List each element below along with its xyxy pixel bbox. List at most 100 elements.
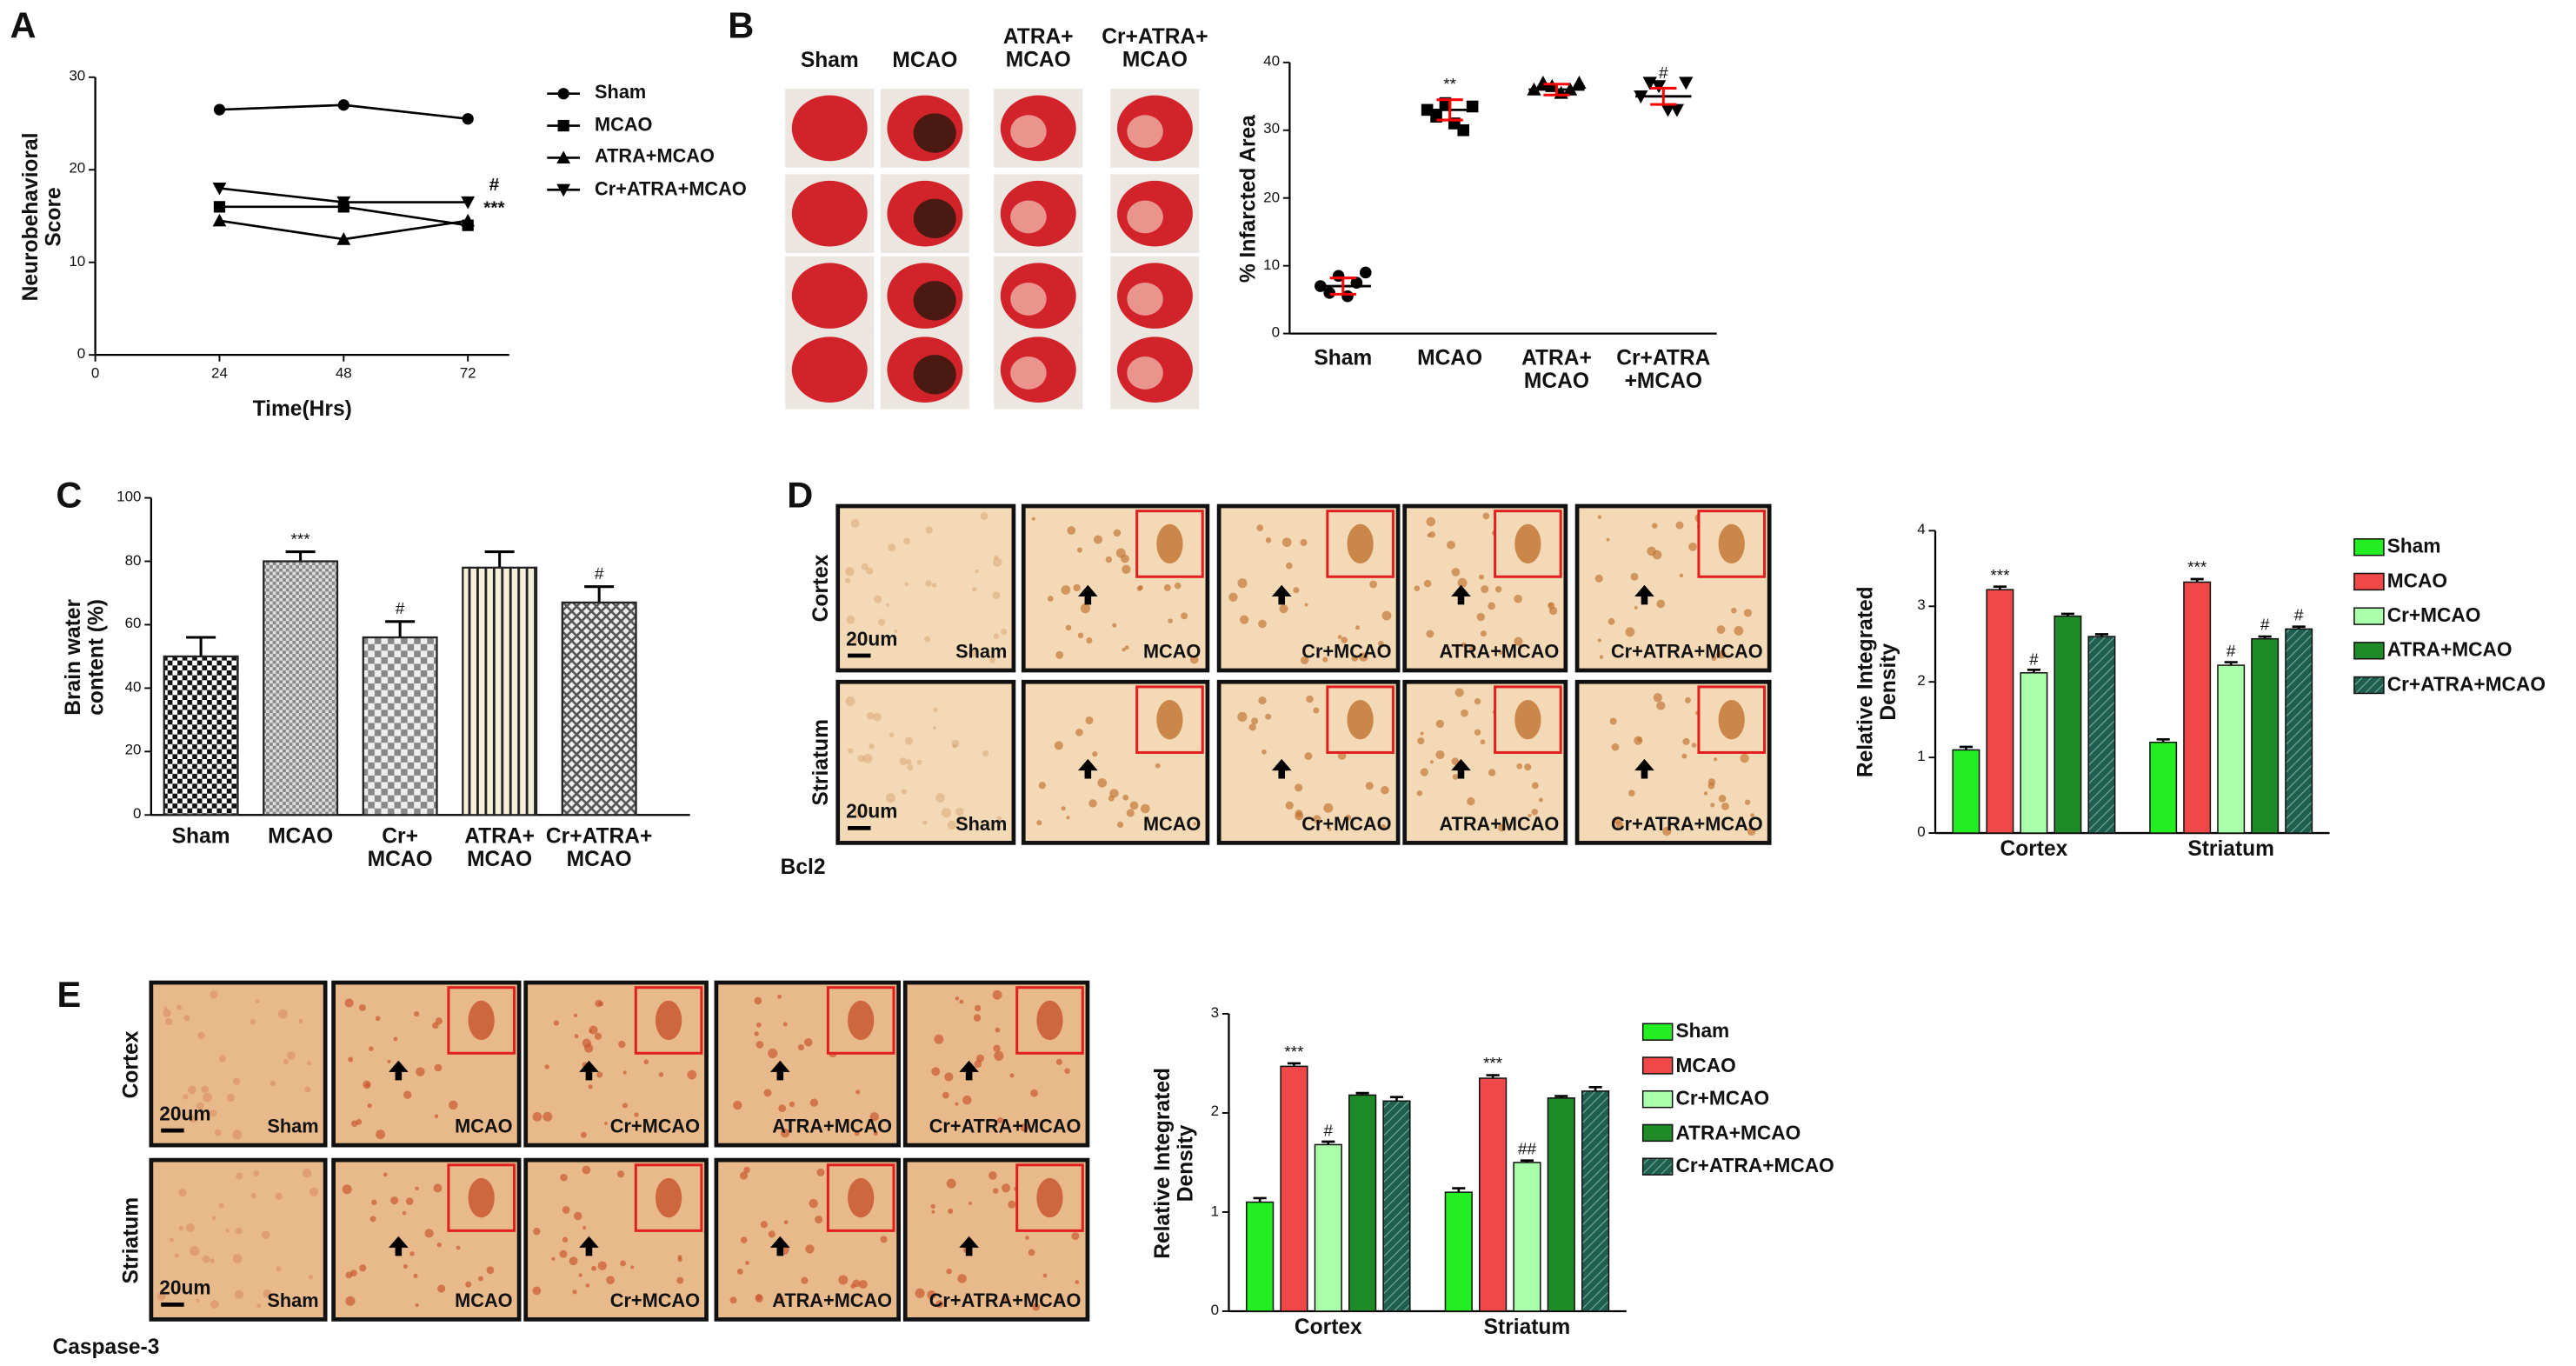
data-point	[1679, 77, 1694, 90]
cell	[1468, 647, 1474, 653]
cell	[183, 1015, 190, 1022]
significance-label: #	[1323, 1123, 1334, 1142]
cell	[1113, 529, 1122, 537]
cell	[930, 1203, 935, 1209]
x-tick-label: Cortex	[2000, 836, 2068, 861]
cell	[1126, 809, 1135, 817]
infarct	[913, 355, 956, 395]
cell	[1122, 647, 1126, 652]
cell	[277, 1009, 288, 1019]
cell	[449, 1100, 458, 1110]
cell	[1707, 782, 1715, 790]
y-axis-label: Neurobehavioral Score	[17, 131, 66, 301]
cell	[1054, 741, 1063, 750]
cell	[989, 656, 996, 663]
cell	[1055, 650, 1064, 659]
arrow	[1451, 758, 1471, 779]
cell	[308, 1275, 314, 1280]
y-tick-label: 2	[1210, 1103, 1220, 1120]
cell	[1531, 782, 1539, 790]
micrograph	[1216, 679, 1401, 845]
cell	[1679, 573, 1684, 578]
cell	[287, 1051, 296, 1060]
legend-swatch	[2353, 572, 2385, 591]
cell	[164, 1017, 173, 1026]
cell	[1625, 627, 1635, 637]
cell	[1675, 521, 1684, 530]
inset-cell	[468, 1000, 495, 1041]
cell	[962, 1095, 972, 1105]
cell	[948, 1208, 954, 1214]
cell	[1293, 587, 1300, 594]
cell	[415, 1186, 419, 1191]
legend-label: Cr+MCAO	[2386, 603, 2481, 627]
cell	[845, 696, 855, 706]
cell	[350, 1120, 358, 1127]
cell	[616, 1170, 625, 1178]
cell	[560, 1174, 568, 1182]
cell	[1461, 642, 1467, 648]
micrograph-label: Sham	[267, 1117, 319, 1138]
cell	[862, 754, 873, 763]
brain-slice	[791, 337, 868, 403]
cell	[424, 1229, 434, 1238]
panel-label: B	[728, 4, 755, 46]
cell	[434, 1063, 443, 1072]
data-point	[1669, 103, 1685, 117]
cell	[1189, 655, 1199, 664]
cell	[433, 1183, 443, 1193]
cell	[993, 633, 1000, 639]
bar	[1314, 1143, 1342, 1312]
cell	[1634, 605, 1638, 610]
cell	[1514, 636, 1523, 646]
cell	[947, 820, 957, 830]
micrograph-label: Cr+ATRA+MCAO	[929, 1291, 1082, 1312]
legend-marker	[556, 183, 571, 197]
cell	[261, 1230, 270, 1240]
cell	[435, 1017, 443, 1025]
cell	[852, 1279, 861, 1288]
cell	[1474, 729, 1481, 736]
cell	[1381, 785, 1389, 795]
legend-label: MCAO	[1675, 1053, 1736, 1076]
cell	[1628, 790, 1635, 797]
cell	[927, 1289, 936, 1300]
micrograph-label: Sham	[955, 643, 1008, 663]
cell	[1634, 736, 1643, 745]
cell	[1092, 751, 1098, 757]
infarct	[913, 198, 956, 239]
cell	[935, 1300, 944, 1309]
x-tick-label: Striatum	[1483, 1314, 1571, 1339]
row-label: Striatum	[808, 718, 833, 806]
cell	[1174, 582, 1181, 590]
cell	[1488, 602, 1495, 610]
data-point	[213, 201, 226, 213]
micrograph	[149, 1157, 328, 1322]
cell	[298, 1018, 303, 1023]
cell	[1036, 820, 1042, 826]
bar	[2149, 741, 2178, 834]
cell	[743, 1166, 750, 1174]
cell	[622, 1103, 628, 1109]
y-tick-label: 40	[1263, 52, 1281, 70]
cell	[156, 1291, 166, 1301]
cell	[1279, 604, 1288, 614]
data-point	[1642, 77, 1657, 90]
micrograph-label: Cr+ATRA+MCAO	[929, 1117, 1082, 1138]
cell	[1300, 656, 1309, 665]
cell	[234, 1289, 244, 1299]
cell	[235, 1227, 243, 1235]
bar	[362, 636, 438, 816]
cell	[916, 759, 922, 765]
cell	[869, 743, 875, 750]
row-label: Cortex	[808, 554, 833, 623]
cell	[186, 1223, 196, 1232]
cell	[196, 1298, 200, 1303]
cell	[532, 1286, 542, 1296]
cell	[1743, 609, 1753, 617]
inset-cell	[655, 1000, 682, 1041]
cell	[574, 1034, 579, 1039]
cell	[390, 1196, 399, 1205]
cell	[755, 1022, 762, 1028]
y-tick-label: 0	[133, 805, 142, 822]
